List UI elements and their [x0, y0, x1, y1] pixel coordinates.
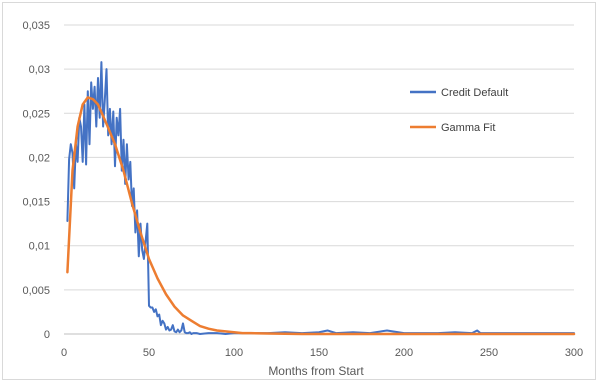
y-tick-label: 0,035	[22, 20, 50, 32]
series-line-1	[66, 96, 576, 336]
y-tick-label: 0,005	[22, 285, 50, 297]
x-tick-label: 150	[310, 347, 328, 359]
series-lines	[66, 61, 576, 336]
x-axis-ticks: 0 50 100 150 200 250 300	[61, 347, 583, 359]
legend-label-1: Gamma Fit	[441, 122, 495, 134]
y-tick-label: 0	[44, 329, 50, 341]
series-line-0	[66, 61, 575, 335]
y-tick-label: 0,02	[29, 152, 50, 164]
x-tick-label: 300	[565, 347, 583, 359]
x-axis-title: Months from Start	[268, 364, 364, 378]
gridlines	[64, 24, 574, 291]
y-axis-ticks: 0 0,005 0,01 0,015 0,02 0,025 0,03 0,035	[22, 20, 50, 341]
x-tick-label: 250	[480, 347, 498, 359]
y-tick-label: 0,025	[22, 108, 50, 120]
x-tick-label: 50	[143, 347, 155, 359]
legend-label-0: Credit Default	[441, 87, 508, 99]
x-tick-label: 200	[395, 347, 413, 359]
y-tick-label: 0,01	[29, 241, 50, 253]
y-tick-label: 0,03	[29, 64, 50, 76]
y-tick-label: 0,015	[22, 197, 50, 209]
legend: Credit Default Gamma Fit	[410, 87, 508, 134]
x-tick-label: 100	[225, 347, 243, 359]
x-tick-label: 0	[61, 347, 67, 359]
